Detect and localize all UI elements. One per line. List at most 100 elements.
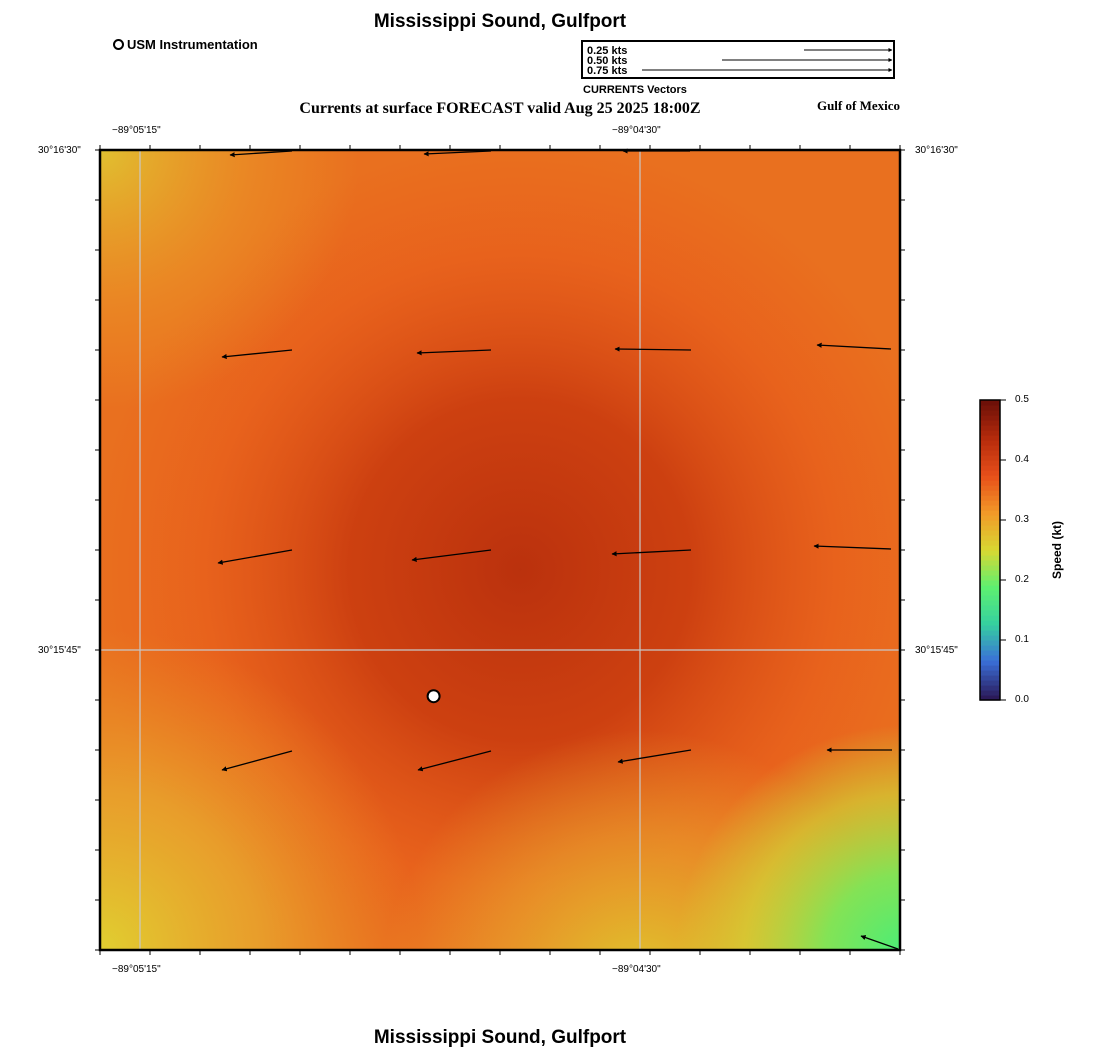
colorbar-band	[980, 690, 1000, 696]
current-vector	[411, 549, 492, 562]
speed-field	[100, 150, 900, 950]
region-label: Gulf of Mexico	[816, 98, 900, 113]
colorbar-band	[980, 545, 1000, 551]
colorbar-band	[980, 625, 1000, 631]
colorbar-band	[980, 440, 1000, 446]
map-title: Mississippi Sound, Gulfport	[373, 11, 627, 32]
colorbar-band	[980, 575, 1000, 581]
colorbar-band	[980, 465, 1000, 471]
colorbar-band	[980, 660, 1000, 666]
current-vector	[221, 349, 293, 360]
colorbar-band	[980, 640, 1000, 646]
colorbar-band	[980, 610, 1000, 616]
colorbar-band	[980, 480, 1000, 486]
colorbar-band	[980, 415, 1000, 421]
colorbar	[979, 399, 1006, 701]
colorbar-band	[980, 630, 1000, 636]
colorbar-band	[980, 675, 1000, 681]
current-vectors	[217, 148, 899, 950]
lat-tick-label-right-1: 30°16'30"	[915, 145, 958, 156]
colorbar-band	[980, 500, 1000, 506]
colorbar-band	[980, 665, 1000, 671]
colorbar-tick-label: 0.1	[1015, 634, 1029, 645]
colorbar-band	[980, 445, 1000, 451]
colorbar-band	[980, 555, 1000, 561]
colorbar-band	[980, 425, 1000, 431]
vector-legend-caption: CURRENTS Vectors	[583, 84, 687, 96]
current-vector	[221, 750, 293, 772]
colorbar-band	[980, 560, 1000, 566]
colorbar-band	[980, 455, 1000, 461]
current-vector	[614, 346, 692, 352]
colorbar-band	[980, 405, 1000, 411]
colorbar-band	[980, 615, 1000, 621]
colorbar-title: Speed (kt)	[1050, 520, 1065, 580]
colorbar-tick-label: 0.5	[1015, 394, 1029, 405]
colorbar-band	[980, 525, 1000, 531]
colorbar-band	[980, 580, 1000, 586]
colorbar-band	[980, 535, 1000, 541]
colorbar-band	[980, 530, 1000, 536]
lon-tick-label-top-1: −89°05'15"	[112, 125, 161, 136]
station-legend-label: USM Instrumentation	[127, 37, 258, 52]
colorbar-band	[980, 695, 1000, 701]
vector-legend-box: 0.25 kts 0.50 kts 0.75 kts	[581, 40, 895, 79]
colorbar-band	[980, 605, 1000, 611]
colorbar-band	[980, 585, 1000, 591]
lon-tick-label-top-2: −89°04'30"	[612, 125, 661, 136]
colorbar-band	[980, 460, 1000, 466]
current-vector	[229, 150, 293, 158]
colorbar-band	[980, 450, 1000, 456]
colorbar-tick-label: 0.4	[1015, 454, 1029, 465]
graticule	[100, 150, 900, 950]
colorbar-band	[980, 420, 1000, 426]
colorbar-band	[980, 540, 1000, 546]
colorbar-band	[980, 650, 1000, 656]
current-vector	[417, 750, 492, 772]
colorbar-band	[980, 475, 1000, 481]
current-vector	[416, 349, 492, 356]
colorbar-band	[980, 655, 1000, 661]
vector-legend-entry-1: 0.25 kts	[587, 45, 628, 57]
station-marker	[426, 689, 441, 704]
colorbar-band	[980, 430, 1000, 436]
colorbar-band	[980, 670, 1000, 676]
colorbar-band	[980, 685, 1000, 691]
station-legend: USM Instrumentation	[113, 37, 258, 52]
current-vector	[423, 150, 492, 157]
colorbar-band	[980, 510, 1000, 516]
colorbar-band	[980, 400, 1000, 406]
colorbar-tick-label: 0.3	[1015, 514, 1029, 525]
colorbar-tick-label: 0.2	[1015, 574, 1029, 585]
colorbar-band	[980, 680, 1000, 686]
colorbar-band	[980, 565, 1000, 571]
colorbar-band	[980, 470, 1000, 476]
lat-tick-label-left-1: 30°16'30"	[38, 145, 81, 156]
colorbar-band	[980, 435, 1000, 441]
vector-legend-entry-2: 0.50 kts	[587, 55, 628, 67]
colorbar-band	[980, 645, 1000, 651]
current-vector	[860, 935, 899, 950]
current-vector	[217, 549, 293, 565]
colorbar-band	[980, 505, 1000, 511]
colorbar-band	[980, 620, 1000, 626]
colorbar-band	[980, 515, 1000, 521]
colorbar-band	[980, 485, 1000, 491]
current-vector	[813, 543, 892, 550]
lat-tick-label-right-2: 30°15'45"	[915, 645, 958, 656]
colorbar-band	[980, 410, 1000, 416]
lon-tick-label-bottom-1: −89°05'15"	[112, 964, 161, 975]
map-subtitle: Currents at surface FORECAST valid Aug 2…	[299, 100, 701, 117]
lon-tick-label-bottom-2: −89°04'30"	[612, 964, 661, 975]
colorbar-band	[980, 520, 1000, 526]
vector-legend-arrows	[642, 48, 893, 72]
current-vector	[617, 749, 692, 764]
colorbar-band	[980, 590, 1000, 596]
station-marker-icon	[113, 39, 124, 50]
colorbar-band	[980, 595, 1000, 601]
colorbar-band	[980, 550, 1000, 556]
colorbar-tick-label: 0.0	[1015, 694, 1029, 705]
map-title-bottom: Mississippi Sound, Gulfport	[373, 1027, 627, 1048]
colorbar-band	[980, 490, 1000, 496]
